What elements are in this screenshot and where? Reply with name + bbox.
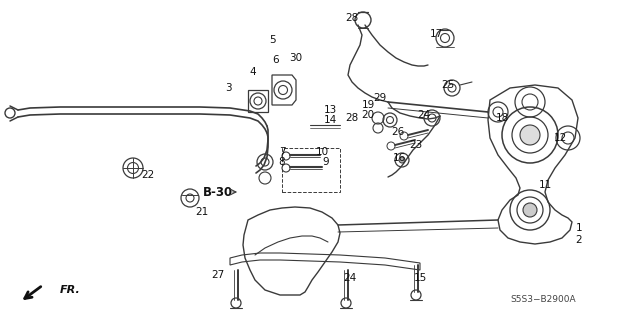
Text: 17: 17 [429, 29, 443, 39]
Text: 28: 28 [346, 13, 358, 23]
Text: 14: 14 [323, 115, 337, 125]
Text: 20: 20 [362, 110, 374, 120]
Text: 24: 24 [344, 273, 356, 283]
Text: 25: 25 [442, 80, 454, 90]
Circle shape [399, 157, 405, 163]
Text: 21: 21 [195, 207, 209, 217]
Text: 9: 9 [323, 157, 330, 167]
Text: 2: 2 [576, 235, 582, 245]
Text: 27: 27 [211, 270, 225, 280]
Text: S5S3−B2900A: S5S3−B2900A [510, 295, 576, 305]
Text: 15: 15 [413, 273, 427, 283]
Text: 1: 1 [576, 223, 582, 233]
Text: 28: 28 [346, 113, 358, 123]
Text: 12: 12 [554, 133, 566, 143]
Text: 22: 22 [141, 170, 155, 180]
Text: 23: 23 [410, 140, 422, 150]
Text: 13: 13 [323, 105, 337, 115]
Text: 4: 4 [250, 67, 256, 77]
Text: 11: 11 [538, 180, 552, 190]
Text: 30: 30 [289, 53, 303, 63]
Text: 5: 5 [269, 35, 275, 45]
Text: 26: 26 [392, 127, 404, 137]
Text: 24: 24 [417, 110, 431, 120]
Text: 19: 19 [362, 100, 374, 110]
Text: 16: 16 [392, 153, 406, 163]
Text: 29: 29 [373, 93, 387, 103]
Text: 3: 3 [225, 83, 231, 93]
Text: 6: 6 [273, 55, 279, 65]
Circle shape [523, 203, 537, 217]
Circle shape [520, 125, 540, 145]
Text: FR.: FR. [60, 285, 81, 295]
Text: B-30: B-30 [203, 186, 233, 198]
Text: 7: 7 [278, 147, 285, 157]
Bar [282, 148, 340, 192]
Text: 8: 8 [278, 157, 285, 167]
Text: 18: 18 [495, 113, 509, 123]
Text: 10: 10 [316, 147, 328, 157]
